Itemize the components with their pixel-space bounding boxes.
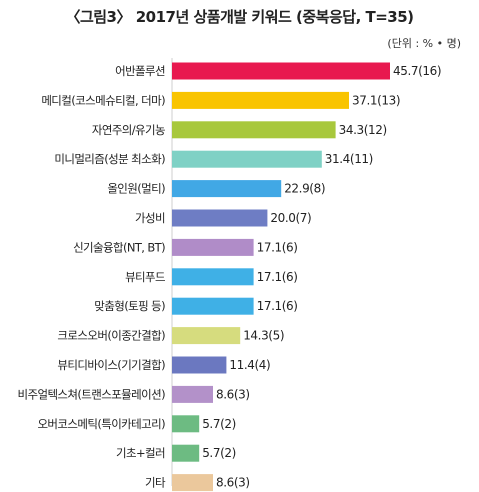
bar [172, 209, 268, 227]
bar [172, 62, 390, 80]
category-label: 크로스오버(이종간결합) [57, 329, 165, 343]
bar [172, 444, 200, 462]
category-label: 자연주의/유기농 [92, 123, 165, 137]
category-label: 뷰티푸드 [125, 270, 165, 284]
category-label: 기타 [145, 476, 166, 490]
category-label: 기초+컬러 [116, 446, 165, 460]
category-label: 가성비 [135, 211, 165, 225]
value-label: 8.6(3) [216, 476, 250, 490]
value-label: 37.1(13) [352, 93, 400, 107]
value-label: 45.7(16) [393, 64, 441, 78]
bar [172, 150, 322, 168]
category-label: 어반폴루션 [115, 64, 165, 78]
value-label: 17.1(6) [257, 240, 298, 254]
category-label: 맞춤형(토핑 등) [94, 299, 165, 313]
value-label: 22.9(8) [284, 182, 325, 196]
category-label: 비주얼텍스쳐(트랜스포뮬레이션) [18, 387, 166, 401]
value-label: 8.6(3) [216, 387, 250, 401]
bar [172, 327, 241, 345]
chart-title: 〈그림3〉 2017년 상품개발 키워드 (중복응답, T=35) [65, 8, 414, 26]
value-label: 5.7(2) [202, 417, 236, 431]
bar [172, 268, 254, 286]
bar [172, 297, 254, 315]
value-label: 31.4(11) [325, 152, 373, 166]
bar [172, 91, 349, 109]
unit-label: (단위 : % • 명) [387, 37, 461, 50]
category-label: 오버코스메틱(특이카테고리) [37, 417, 165, 431]
value-label: 17.1(6) [257, 270, 298, 284]
bar [172, 415, 200, 433]
value-label: 11.4(4) [229, 358, 270, 372]
category-label: 메디컬(코스메슈티컬, 더마) [41, 93, 165, 107]
category-label: 올인원(멀티) [107, 182, 165, 196]
value-label: 20.0(7) [270, 211, 311, 225]
value-label: 17.1(6) [257, 299, 298, 313]
category-label: 뷰티디바이스(기기결합) [57, 358, 165, 372]
category-label: 신기술융합(NT, BT) [73, 240, 165, 254]
bar [172, 356, 227, 374]
value-label: 14.3(5) [243, 329, 284, 343]
category-label: 미니멀리즘(성분 최소화) [54, 152, 165, 166]
bar [172, 385, 213, 403]
bar [172, 180, 282, 198]
value-label: 34.3(12) [339, 123, 387, 137]
bar [172, 474, 213, 492]
value-label: 5.7(2) [202, 446, 236, 460]
bar [172, 121, 336, 139]
bar [172, 238, 254, 256]
